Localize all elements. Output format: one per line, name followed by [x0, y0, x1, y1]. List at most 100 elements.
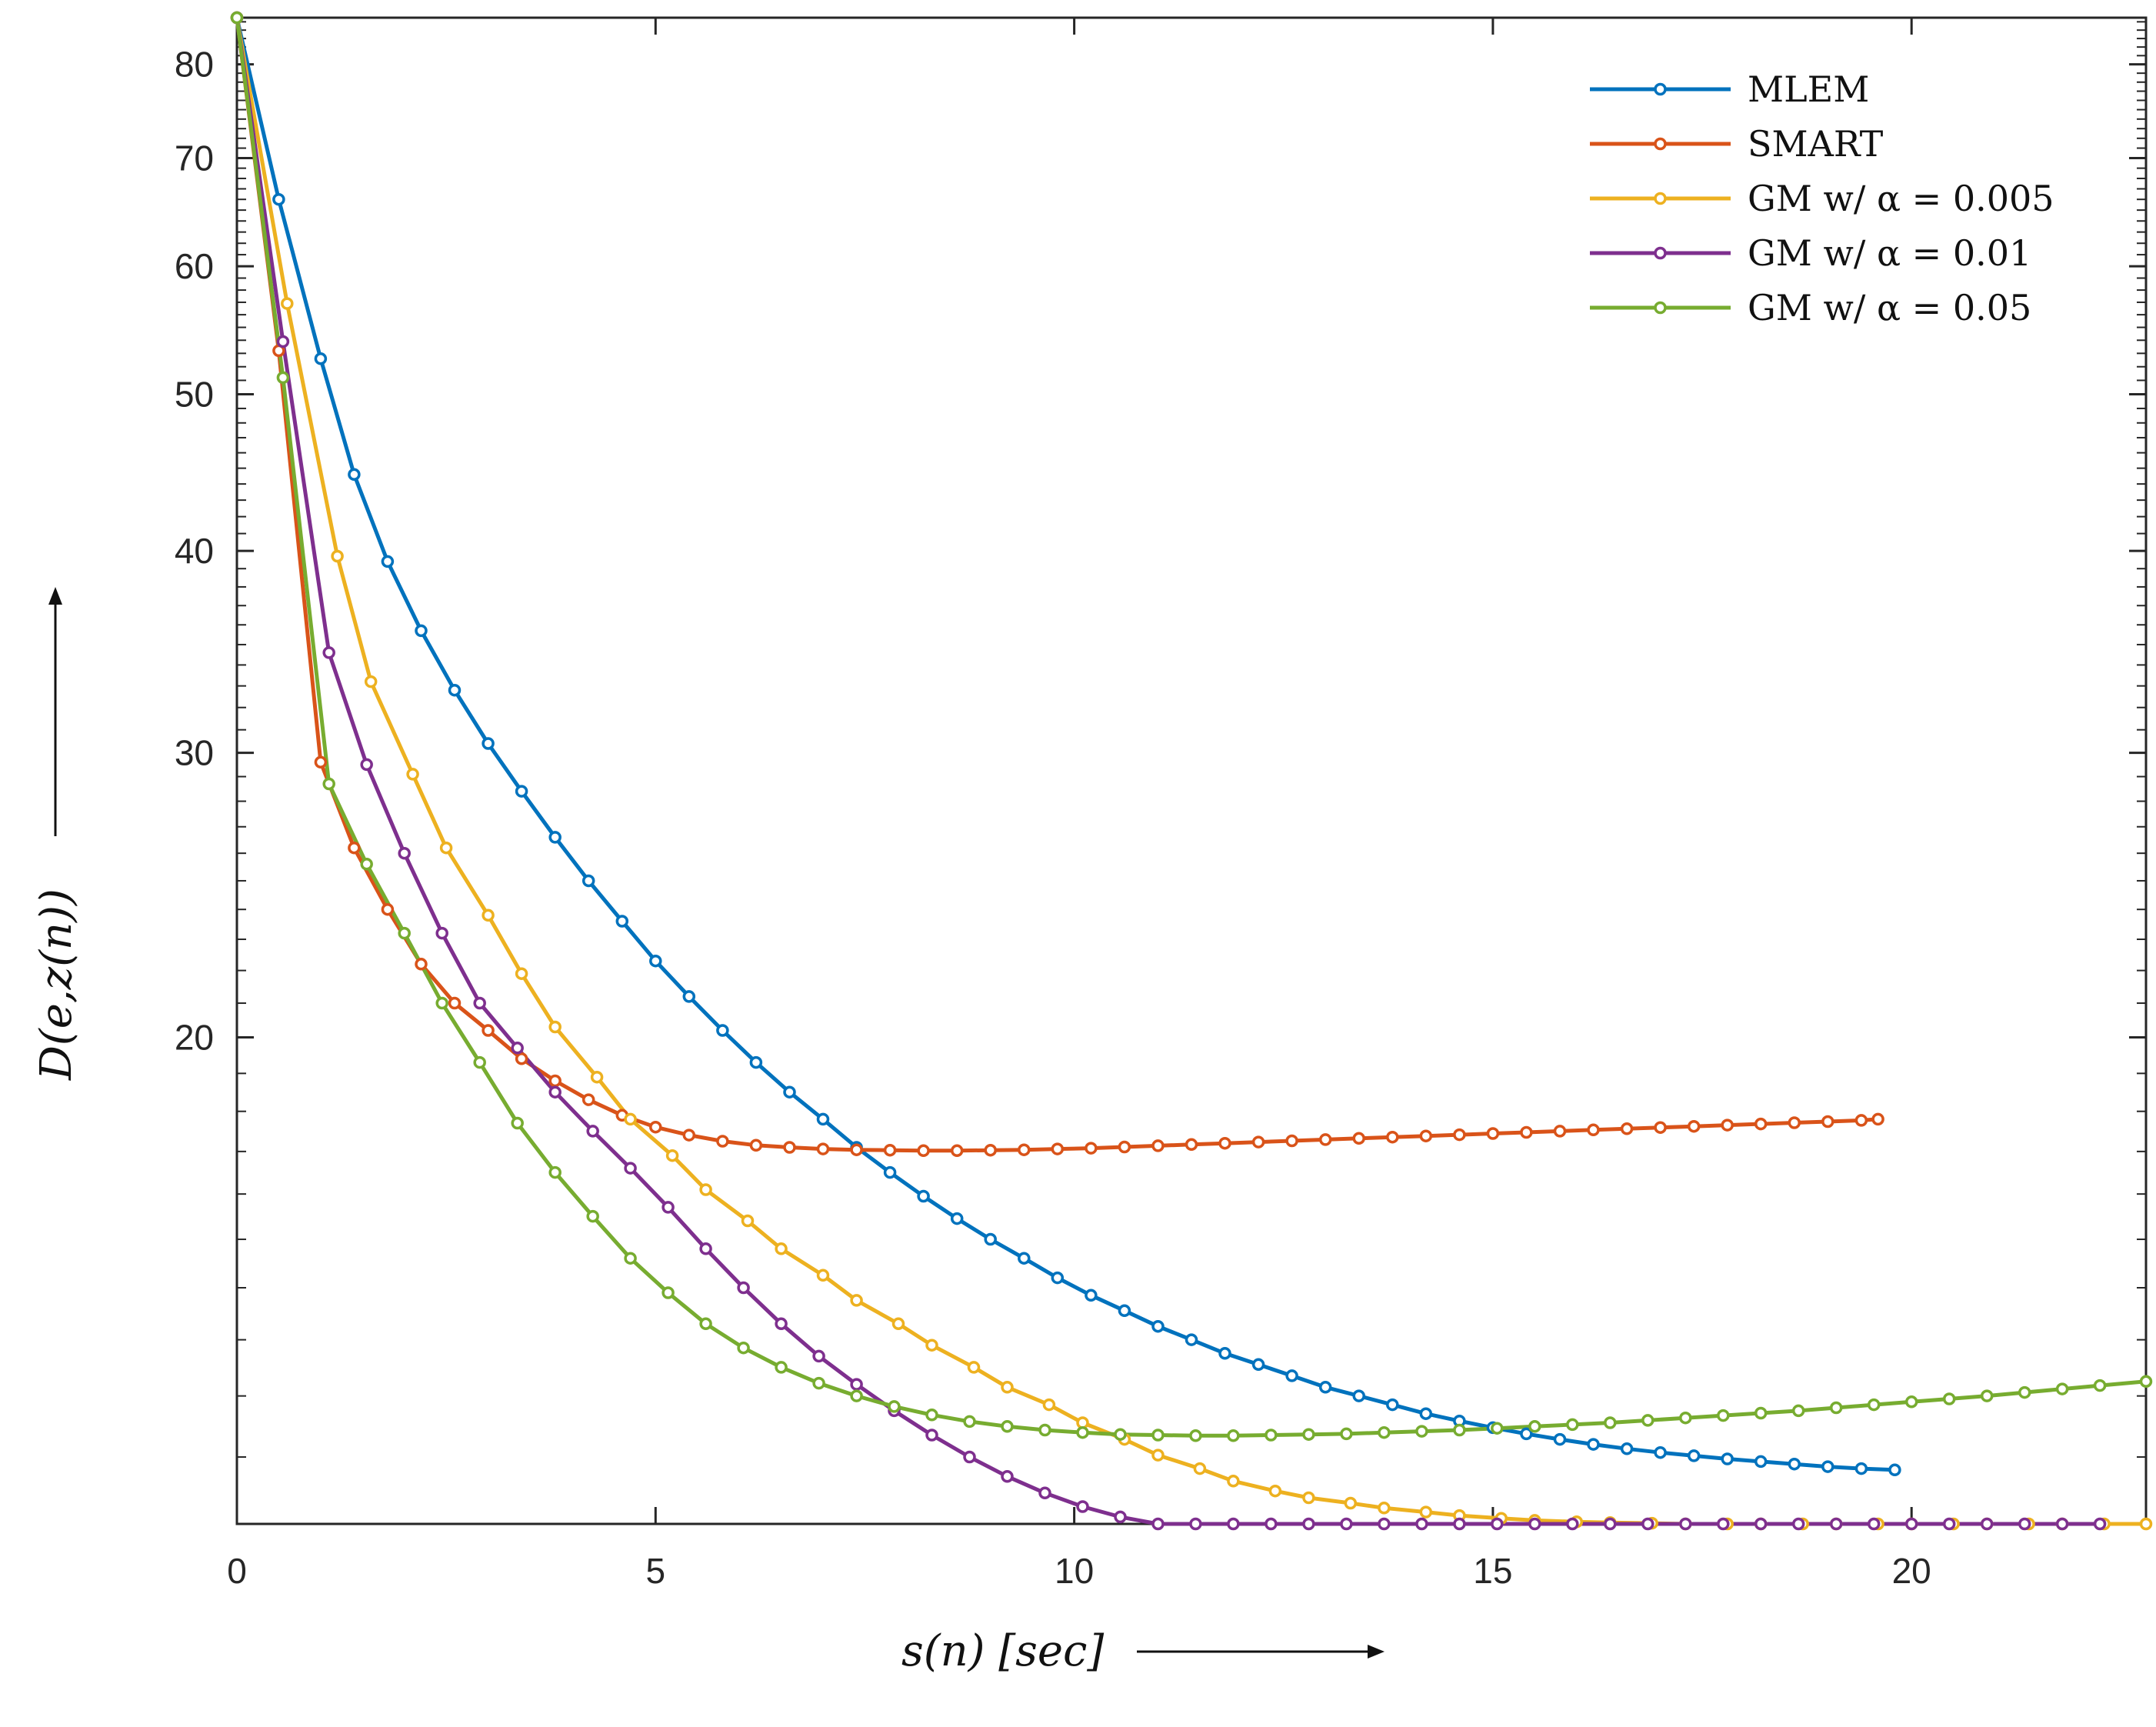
data-point: [2093, 1379, 2107, 1392]
data-point: [816, 1112, 830, 1126]
legend-marker: [1654, 246, 1667, 260]
data-point: [925, 1339, 938, 1352]
data-point: [1268, 1484, 1282, 1498]
data-point: [1419, 1407, 1433, 1420]
data-point: [1904, 1395, 1918, 1409]
x-axis-title: s(n) [sec]: [901, 1626, 1385, 1676]
data-point: [1318, 1133, 1332, 1146]
data-point: [737, 1281, 750, 1295]
data-point: [230, 11, 244, 25]
data-point: [1942, 1392, 1956, 1405]
data-point: [1001, 1381, 1014, 1394]
data-point: [590, 1070, 604, 1084]
data-point: [891, 1317, 905, 1331]
data-point: [1151, 1139, 1165, 1152]
data-point: [1754, 1455, 1768, 1469]
axis-ticks: 0 5 10 15 20 20 30 40 50 60 70 80: [175, 18, 2146, 1591]
data-point: [812, 1376, 825, 1390]
data-point: [1721, 1452, 1734, 1465]
data-point: [1520, 1427, 1533, 1441]
data-point: [548, 831, 561, 844]
data-point: [548, 1020, 561, 1034]
data-point: [1620, 1442, 1634, 1455]
data-point: [1754, 1406, 1768, 1420]
y-tick-label: 60: [175, 246, 214, 286]
data-point: [850, 1143, 863, 1156]
data-point: [1076, 1425, 1089, 1439]
data-point: [1218, 1136, 1231, 1150]
data-point: [1754, 1517, 1768, 1531]
data-point: [548, 1074, 561, 1088]
data-point: [2018, 1517, 2031, 1531]
data-point: [1038, 1486, 1051, 1500]
data-point: [1285, 1369, 1298, 1382]
data-point: [276, 371, 290, 385]
data-point: [699, 1317, 712, 1331]
data-point: [963, 1415, 976, 1429]
legend-label: GM w/ α = 0.05: [1748, 287, 2031, 328]
data-point: [649, 954, 662, 968]
data-point: [1001, 1420, 1014, 1433]
data-point: [888, 1400, 901, 1413]
data-point: [381, 555, 395, 568]
data-point: [586, 1125, 599, 1138]
data-point: [1265, 1429, 1278, 1442]
data-point: [406, 768, 419, 781]
data-point: [314, 352, 328, 365]
legend-label: GM w/ α = 0.005: [1748, 178, 2054, 219]
data-point: [1587, 1123, 1600, 1137]
data-point: [850, 1378, 863, 1391]
data-point: [360, 858, 373, 871]
data-point: [515, 1052, 528, 1065]
data-point: [1604, 1517, 1617, 1531]
data-point: [1340, 1427, 1353, 1441]
data-point: [1553, 1125, 1567, 1138]
data-point: [548, 1085, 561, 1099]
data-point: [661, 1201, 675, 1214]
data-point: [482, 909, 495, 922]
data-point: [276, 335, 290, 348]
data-point: [624, 1112, 637, 1126]
data-point: [812, 1349, 825, 1363]
data-point: [364, 675, 378, 688]
data-point: [1679, 1517, 1692, 1531]
data-point: [1386, 1398, 1399, 1412]
data-point: [1302, 1428, 1315, 1441]
data-point: [1641, 1414, 1654, 1427]
data-point: [1085, 1289, 1098, 1302]
data-point: [737, 1341, 750, 1355]
data-point: [322, 646, 335, 659]
data-point: [1189, 1517, 1202, 1531]
data-point: [1352, 1132, 1365, 1145]
data-point: [1227, 1429, 1240, 1442]
data-point: [716, 1135, 729, 1148]
data-point: [1185, 1333, 1198, 1346]
data-point: [1218, 1347, 1231, 1360]
data-point: [581, 874, 595, 888]
data-point: [1285, 1134, 1298, 1148]
data-point: [482, 737, 495, 750]
data-point: [1352, 1389, 1365, 1402]
data-point: [1378, 1502, 1391, 1515]
data-point: [1888, 1463, 1901, 1477]
data-point: [1251, 1358, 1265, 1372]
data-point: [515, 967, 528, 980]
data-point: [1604, 1416, 1617, 1429]
data-point: [2055, 1382, 2069, 1395]
data-point: [1076, 1500, 1089, 1513]
data-point: [1486, 1127, 1500, 1140]
data-point: [360, 758, 373, 772]
data-point: [1721, 1119, 1734, 1132]
data-point: [1867, 1398, 1881, 1412]
data-point: [1453, 1517, 1466, 1531]
x-tick-label: 15: [1473, 1551, 1512, 1591]
data-point: [925, 1409, 938, 1422]
data-point: [511, 1042, 524, 1055]
data-point: [775, 1361, 788, 1374]
y-axis-title: D(e,z(n)): [32, 587, 82, 1081]
data-point: [1754, 1117, 1768, 1131]
data-point: [511, 1116, 524, 1130]
data-point: [482, 1024, 495, 1037]
data-point: [348, 841, 361, 855]
data-point: [883, 1165, 897, 1179]
